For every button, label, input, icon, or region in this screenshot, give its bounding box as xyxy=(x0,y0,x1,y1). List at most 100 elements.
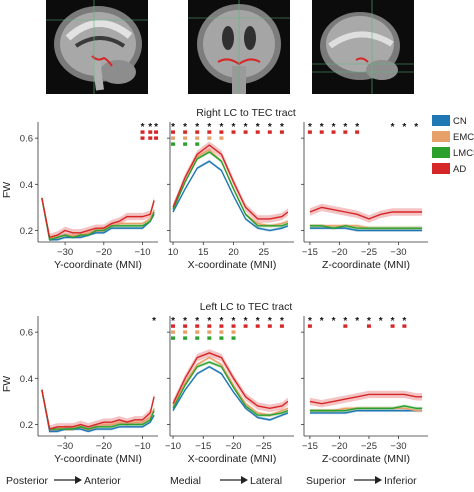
line-emci xyxy=(172,356,289,416)
significance-square xyxy=(183,142,188,146)
band-ad xyxy=(41,194,155,242)
significance-square xyxy=(307,324,312,328)
x-tick-label: −15 xyxy=(302,247,318,258)
significance-star: * xyxy=(268,316,272,327)
significance-star: * xyxy=(183,316,187,327)
significance-star: * xyxy=(152,316,156,327)
significance-square xyxy=(355,130,360,134)
significance-star: * xyxy=(154,122,158,133)
significance-square xyxy=(231,336,236,340)
significance-square xyxy=(195,130,200,134)
direction-from-label: Medial xyxy=(170,475,201,487)
significance-square xyxy=(307,130,312,134)
significance-square xyxy=(195,324,200,328)
panel-6: −15 −20 −25 −30Z-coordinate (MNI) * * * * * * * * * xyxy=(301,316,428,465)
significance-square xyxy=(243,130,248,134)
x-axis-label: Z-coordinate (MNI) xyxy=(322,453,410,465)
x-axis-label: Y-coordinate (MNI) xyxy=(54,259,142,271)
panel-5: −10 −15 −20 −25X-coordinate (MNI) * * * * * * * * * * xyxy=(165,316,294,465)
line-lmci xyxy=(172,361,289,416)
line-lmci xyxy=(172,151,289,227)
significance-star: * xyxy=(402,316,406,327)
line-cn xyxy=(309,409,423,414)
significance-square xyxy=(255,324,260,328)
mri-sagittal-image xyxy=(46,0,148,94)
band-ad xyxy=(173,349,288,412)
x-tick-label: −30 xyxy=(57,247,73,258)
significance-square xyxy=(207,130,212,134)
legend: CN EMCI LMCI AD xyxy=(432,115,474,175)
significance-square xyxy=(243,324,248,328)
y-axis-label-top: FW xyxy=(1,182,13,198)
significance-star: * xyxy=(207,122,211,133)
significance-square xyxy=(154,130,159,134)
significance-star: * xyxy=(148,122,152,133)
significance-star: * xyxy=(391,122,395,133)
x-tick-label: −10 xyxy=(134,247,150,258)
mri-sagittal-thumbnail xyxy=(46,0,148,94)
mri-axial-image xyxy=(312,0,414,94)
direction-arrow-head xyxy=(375,476,382,484)
significance-square xyxy=(171,130,176,134)
legend-swatch-emci xyxy=(432,131,450,142)
significance-star: * xyxy=(332,316,336,327)
significance-square xyxy=(195,330,200,334)
significance-star: * xyxy=(355,316,359,327)
significance-square xyxy=(366,324,371,328)
y-tick-label: 0.6 xyxy=(20,134,33,145)
significance-star: * xyxy=(280,122,284,133)
significance-square xyxy=(390,324,395,328)
line-cn xyxy=(41,389,155,433)
y-tick-label: 0.2 xyxy=(20,420,33,431)
line-cn xyxy=(309,227,423,232)
significance-square xyxy=(207,336,212,340)
significance-star: * xyxy=(414,122,418,133)
x-axis-label: Z-coordinate (MNI) xyxy=(322,259,410,271)
panels: 0.20.40.6−30 −20 −10Y-coordinate (MNI)* * *1… xyxy=(20,122,428,465)
significance-square xyxy=(183,324,188,328)
significance-star: * xyxy=(141,122,145,133)
direction-arrow-head xyxy=(241,476,248,484)
x-tick-label: 10 xyxy=(168,247,179,258)
x-tick-label: −25 xyxy=(361,441,377,452)
line-ad xyxy=(309,206,423,220)
x-axis-label: X-coordinate (MNI) xyxy=(188,259,277,271)
direction-to-label: Inferior xyxy=(384,475,417,487)
line-emci xyxy=(172,148,289,227)
significance-square xyxy=(183,330,188,334)
line-cn xyxy=(172,160,289,232)
line-ad xyxy=(172,144,289,220)
panel-4: 0.2 0.4 0.6 −30 −20 −10Y-coordinate (MNI) * xyxy=(20,316,158,465)
significance-star: * xyxy=(268,122,272,133)
significance-square xyxy=(267,130,272,134)
significance-square xyxy=(171,136,176,140)
significance-square xyxy=(140,136,145,140)
x-tick-label: −20 xyxy=(331,247,347,258)
significance-square xyxy=(231,324,236,328)
significance-square xyxy=(154,136,159,140)
significance-star: * xyxy=(332,122,336,133)
significance-square xyxy=(319,130,324,134)
significance-star: * xyxy=(244,122,248,133)
significance-square xyxy=(219,336,224,340)
significance-square xyxy=(219,330,224,334)
x-tick-label: −20 xyxy=(96,247,112,258)
significance-square xyxy=(195,336,200,340)
significance-square xyxy=(183,130,188,134)
direction-from-label: Posterior xyxy=(6,475,49,487)
significance-star: * xyxy=(308,316,312,327)
x-tick-label: −10 xyxy=(165,441,181,452)
legend-swatch-cn xyxy=(432,115,450,126)
mri-coronal-thumbnail xyxy=(188,0,290,94)
mri-coronal-image xyxy=(188,0,290,94)
significance-star: * xyxy=(195,122,199,133)
significance-square xyxy=(402,324,407,328)
significance-square xyxy=(148,136,153,140)
legend-swatch-ad xyxy=(432,163,450,174)
x-tick-label: −20 xyxy=(331,441,347,452)
x-tick-label: 20 xyxy=(228,247,239,258)
significance-star: * xyxy=(320,122,324,133)
x-tick-label: −30 xyxy=(390,247,406,258)
legend-label-ad: AD xyxy=(453,164,466,175)
line-emci xyxy=(41,389,155,430)
